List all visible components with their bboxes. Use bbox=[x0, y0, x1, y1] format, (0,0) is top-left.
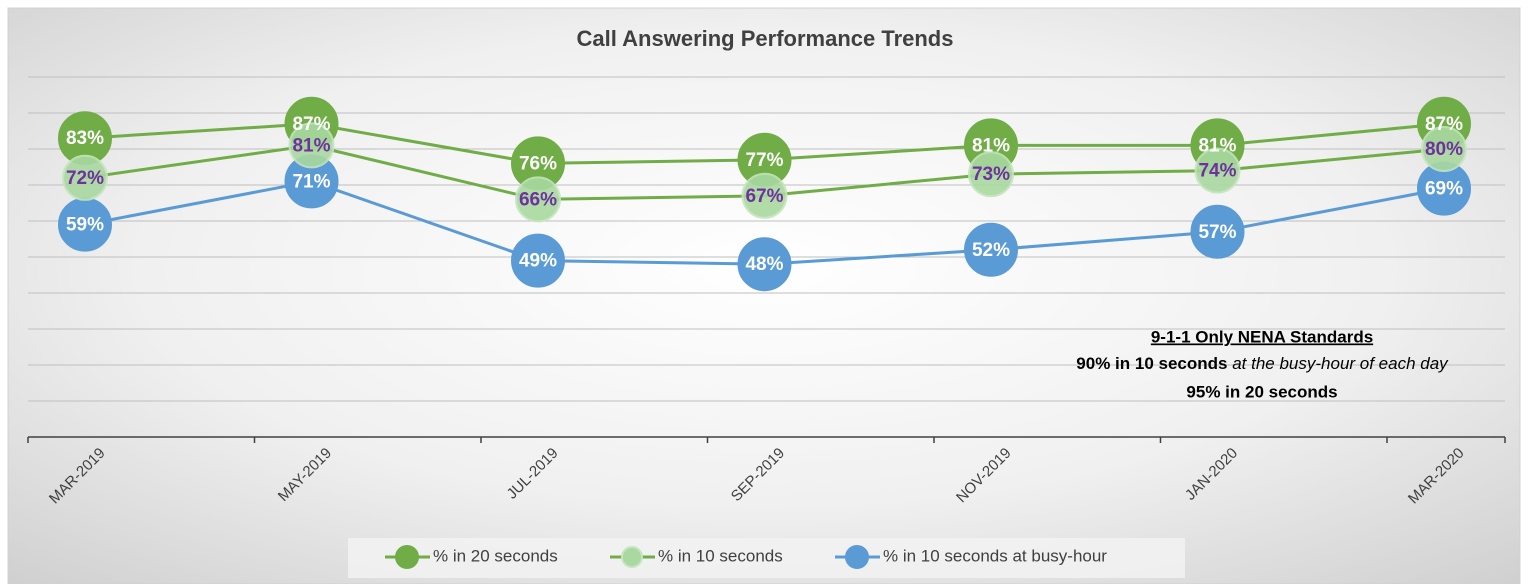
data-label: 69% bbox=[1425, 179, 1463, 200]
marker bbox=[1421, 126, 1467, 172]
legend-label: % in 10 seconds at busy-hour bbox=[883, 546, 1107, 565]
data-label: 57% bbox=[1198, 222, 1236, 243]
data-label: 81% bbox=[292, 135, 330, 156]
legend-marker bbox=[395, 545, 419, 569]
data-label: 71% bbox=[292, 171, 330, 192]
marker bbox=[511, 233, 565, 288]
data-label: 73% bbox=[972, 164, 1010, 185]
marker bbox=[1194, 147, 1241, 194]
data-label: 59% bbox=[66, 215, 104, 236]
marker bbox=[741, 172, 788, 219]
data-label: 81% bbox=[1198, 135, 1236, 156]
marker bbox=[964, 222, 1018, 277]
data-label: 52% bbox=[972, 240, 1010, 261]
data-label: 80% bbox=[1425, 139, 1463, 160]
marker bbox=[288, 122, 335, 169]
marker bbox=[968, 151, 1014, 198]
data-label: 76% bbox=[519, 153, 557, 174]
data-label: 81% bbox=[972, 135, 1010, 156]
marker bbox=[62, 154, 108, 201]
data-label: 67% bbox=[745, 186, 783, 207]
legend-label: % in 20 seconds bbox=[433, 546, 558, 565]
legend-marker bbox=[845, 545, 869, 569]
marker bbox=[737, 237, 792, 292]
data-label: 87% bbox=[292, 114, 330, 135]
legend-marker bbox=[621, 546, 643, 568]
annotation-bold: 90% in 10 seconds bbox=[1076, 354, 1227, 373]
chart-title: Call Answering Performance Trends bbox=[577, 26, 954, 51]
data-label: 77% bbox=[745, 150, 783, 171]
data-label: 87% bbox=[1425, 114, 1463, 135]
data-label: 66% bbox=[519, 189, 557, 210]
data-label: 48% bbox=[745, 254, 783, 275]
data-label: 49% bbox=[519, 251, 557, 272]
chart-background bbox=[7, 7, 1521, 584]
legend-label: % in 10 seconds bbox=[658, 546, 783, 565]
annotation: 9-1-1 Only NENA Standards bbox=[1151, 327, 1373, 346]
marker bbox=[515, 176, 561, 223]
data-label: 83% bbox=[66, 128, 104, 149]
annotation: 90% in 10 seconds at the busy-hour of ea… bbox=[1076, 354, 1449, 373]
annotation: 95% in 20 seconds bbox=[1186, 382, 1337, 401]
marker bbox=[1190, 204, 1245, 259]
data-label: 72% bbox=[66, 168, 104, 189]
legend-box bbox=[348, 538, 1185, 578]
annotation-italic: at the busy-hour of each day bbox=[1227, 354, 1449, 373]
data-label: 74% bbox=[1198, 161, 1236, 182]
